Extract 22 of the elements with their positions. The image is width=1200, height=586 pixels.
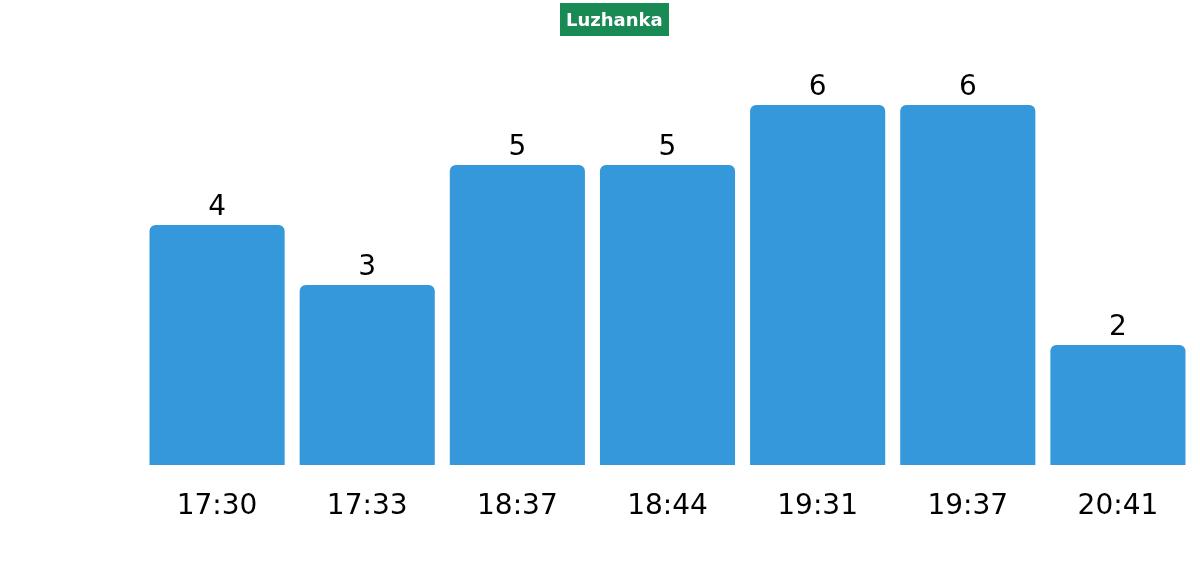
x-tick-label: 19:31 xyxy=(777,488,858,521)
bar xyxy=(750,105,886,465)
x-tick-label: 18:37 xyxy=(477,488,558,521)
bar xyxy=(149,225,285,465)
bar xyxy=(900,105,1036,465)
data-label: 6 xyxy=(808,69,827,102)
chart-title: Luzhanka xyxy=(566,9,663,30)
data-label: 6 xyxy=(958,69,977,102)
bar xyxy=(449,165,585,465)
data-label: 5 xyxy=(508,129,527,162)
data-label: 5 xyxy=(658,129,677,162)
bar xyxy=(599,165,736,465)
data-label: 4 xyxy=(208,189,226,222)
data-label: 3 xyxy=(358,249,377,282)
x-tick-label: 17:33 xyxy=(326,488,408,521)
bar xyxy=(299,285,435,465)
x-tick-label: 20:41 xyxy=(1077,488,1159,521)
data-label: 2 xyxy=(1109,309,1127,342)
bar xyxy=(1050,345,1186,465)
x-tick-label: 18:44 xyxy=(627,488,708,521)
x-tick-label: 19:37 xyxy=(927,488,1009,521)
x-tick-label: 17:30 xyxy=(176,488,258,521)
